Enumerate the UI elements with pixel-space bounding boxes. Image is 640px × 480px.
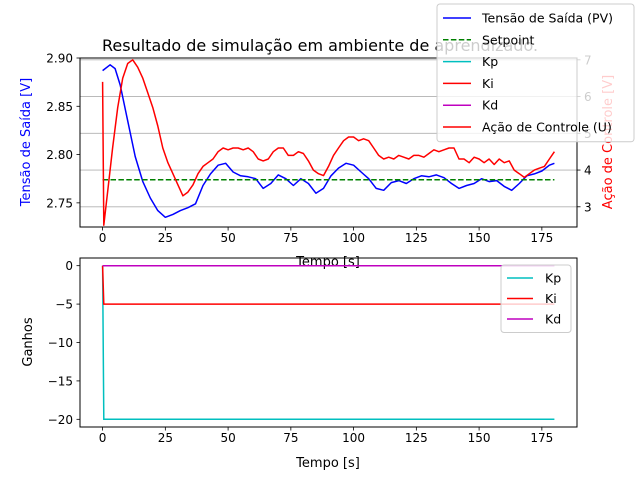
y-tick-label: −20 bbox=[48, 413, 73, 427]
bottom-chart: 0 25 50 75 100 125 150 175 0 −5 −10 −15 −20 Tempo [… bbox=[21, 257, 578, 471]
x-tick-label: 100 bbox=[342, 231, 365, 245]
top-chart: Resultado de simulação em ambiente de ap… bbox=[19, 3, 635, 270]
legend-label-ki: Ki bbox=[545, 291, 557, 306]
bottom-x-axis: 0 25 50 75 100 125 150 175 bbox=[99, 427, 553, 445]
x-tick-label: 125 bbox=[405, 431, 428, 445]
legend-label-tensao-de-saida-pv: Tensão de Saída (PV) bbox=[481, 11, 613, 26]
x-tick-label: 0 bbox=[99, 431, 107, 445]
y-right-tick-label: 4 bbox=[584, 164, 592, 178]
y-right-tick-label: 3 bbox=[584, 200, 592, 214]
legend-label-acao-de-controle-u: Ação de Controle (U) bbox=[482, 120, 612, 135]
bottom-y-axis-label: Ganhos bbox=[21, 317, 36, 366]
x-tick-label: 150 bbox=[468, 431, 491, 445]
x-tick-label: 175 bbox=[530, 431, 553, 445]
series-line-gain-kp bbox=[101, 265, 555, 421]
x-tick-label: 50 bbox=[220, 231, 235, 245]
y-tick-label: −10 bbox=[48, 336, 73, 350]
x-tick-label: 25 bbox=[158, 231, 173, 245]
top-x-axis: 0 25 50 75 100 125 150 175 bbox=[99, 227, 553, 245]
top-y-axis-label: Tensão de Saída [V] bbox=[19, 78, 34, 207]
series-line-tensao-de-saida-pv bbox=[102, 64, 555, 219]
legend-label-ki: Ki bbox=[482, 76, 494, 91]
bottom-legend: Kp Ki Kd bbox=[500, 264, 572, 333]
bottom-chart-series bbox=[101, 264, 555, 421]
y-tick-label: 2.75 bbox=[46, 196, 73, 210]
top-plot-frame bbox=[79, 57, 578, 228]
y-tick-label: −5 bbox=[55, 298, 73, 312]
x-tick-label: 25 bbox=[158, 431, 173, 445]
x-tick-label: 75 bbox=[283, 231, 298, 245]
top-legend: Tensão de Saída (PV) Setpoint Kp Ki Kd Ação d… bbox=[436, 3, 635, 143]
legend-label-kp: Kp bbox=[482, 54, 498, 69]
bottom-y-axis: 0 −5 −10 −15 −20 bbox=[48, 259, 80, 427]
y-tick-label: 2.90 bbox=[46, 52, 73, 66]
legend-label-kp: Kp bbox=[545, 271, 561, 286]
x-tick-label: 150 bbox=[468, 231, 491, 245]
series-line-gain-ki bbox=[101, 265, 555, 305]
y-tick-label: 2.85 bbox=[46, 100, 73, 114]
x-tick-label: 100 bbox=[342, 431, 365, 445]
y-tick-label: −15 bbox=[48, 374, 73, 388]
top-chart-title: Resultado de simulação em ambiente de ap… bbox=[102, 36, 538, 55]
bottom-x-axis-label: Tempo [s] bbox=[295, 456, 360, 471]
x-tick-label: 0 bbox=[99, 231, 107, 245]
y-tick-label: 2.80 bbox=[46, 148, 73, 162]
x-tick-label: 75 bbox=[283, 431, 298, 445]
top-x-axis-label: Tempo [s] bbox=[295, 255, 360, 270]
legend-label-setpoint: Setpoint bbox=[482, 32, 535, 47]
legend-label-kd: Kd bbox=[482, 98, 498, 113]
top-y-axis-left: 2.75 2.80 2.85 2.90 bbox=[46, 52, 80, 210]
legend-label-kd: Kd bbox=[545, 312, 561, 327]
y-tick-label: 0 bbox=[65, 259, 73, 273]
x-tick-label: 50 bbox=[220, 431, 235, 445]
legend-frame bbox=[500, 264, 572, 333]
x-tick-label: 125 bbox=[405, 231, 428, 245]
series-line-acao-de-controle-u bbox=[101, 59, 556, 226]
legend-frame bbox=[436, 3, 635, 143]
x-tick-label: 175 bbox=[530, 231, 553, 245]
top-chart-series bbox=[101, 59, 556, 226]
